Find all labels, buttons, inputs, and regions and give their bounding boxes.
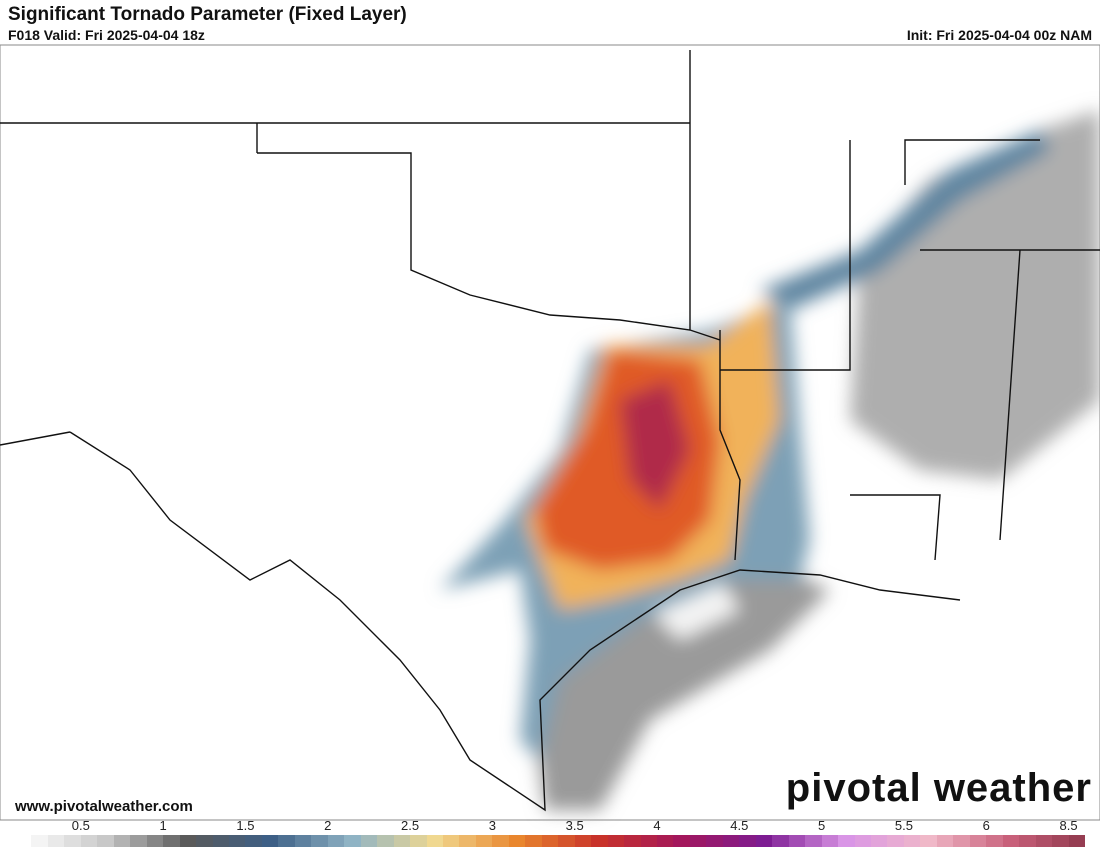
borders: [0, 50, 1100, 812]
colorbar-swatch: [1035, 835, 1053, 847]
colorbar-label: 1: [159, 818, 167, 833]
colorbar-swatch: [64, 835, 82, 847]
colorbar-swatch: [986, 835, 1004, 847]
colorbar-label: 8.5: [1059, 818, 1078, 833]
colorbar-swatch: [1052, 835, 1070, 847]
colorbar-swatch: [294, 835, 312, 847]
colorbar-swatch: [508, 835, 526, 847]
colorbar-swatch: [344, 835, 362, 847]
colorbar-label: 2: [324, 818, 332, 833]
colorbar-swatch: [1019, 835, 1037, 847]
colorbar-swatch: [722, 835, 740, 847]
colorbar-swatch: [689, 835, 707, 847]
colorbar-swatch: [541, 835, 559, 847]
colorbar-swatch: [755, 835, 773, 847]
colorbar-swatch: [969, 835, 987, 847]
colorbar-swatch: [443, 835, 460, 847]
colorbar-swatch: [838, 835, 856, 847]
colorbar-label: 4.5: [730, 818, 749, 833]
colorbar-swatch: [196, 835, 214, 847]
colorbar-swatch: [377, 835, 395, 847]
colorbar-label: 4: [653, 818, 661, 833]
colorbar-label: 2.5: [401, 818, 420, 833]
colorbar-swatch: [920, 835, 938, 847]
colorbar-swatch: [591, 835, 609, 847]
colorbar-swatch: [278, 835, 296, 847]
brand-logo: pivotal weather: [785, 766, 1092, 810]
colorbar-swatch: [673, 835, 691, 847]
colorbar-swatch: [475, 835, 493, 847]
valid-time: F018 Valid: Fri 2025-04-04 18z: [8, 27, 205, 43]
colorbar-swatch: [360, 835, 378, 847]
colorbar-label: 3.5: [565, 818, 584, 833]
colorbar-swatch: [805, 835, 823, 847]
colorbar-swatch: [903, 835, 921, 847]
colorbar-swatch: [212, 835, 230, 847]
colorbar-swatch: [311, 835, 329, 847]
colorbar-swatch: [410, 835, 428, 847]
colorbar-swatch: [953, 835, 971, 847]
colorbar-swatch: [229, 835, 246, 847]
colorbar-swatch: [1068, 835, 1086, 847]
colorbar-swatch: [1002, 835, 1020, 847]
colorbar-swatch: [607, 835, 625, 847]
colorbar-swatch: [245, 835, 263, 847]
colorbar-swatch: [640, 835, 658, 847]
website: www.pivotalweather.com: [15, 798, 193, 815]
colorbar-swatch: [31, 835, 49, 847]
colorbar-swatch: [574, 835, 592, 847]
parameter-field: [440, 110, 1100, 810]
colorbar-swatch: [821, 835, 839, 847]
init-time: Init: Fri 2025-04-04 00z NAM: [906, 27, 1092, 43]
colorbar-swatch: [854, 835, 872, 847]
colorbar-swatch: [558, 835, 576, 847]
colorbar-label: 5.5: [894, 818, 913, 833]
colorbar-swatch: [15, 835, 32, 847]
colorbar-swatch: [936, 835, 954, 847]
colorbar-swatch: [393, 835, 411, 847]
colorbar-label: 6: [982, 818, 990, 833]
colorbar-swatch: [887, 835, 905, 847]
colorbar-label: 3: [488, 818, 496, 833]
colorbar-swatch: [657, 835, 674, 847]
colorbar-swatch: [179, 835, 197, 847]
colorbar-label: 1.5: [236, 818, 255, 833]
colorbar-swatch: [80, 835, 98, 847]
colorbar-swatch: [146, 835, 164, 847]
colorbar-swatch: [47, 835, 65, 847]
colorbar-swatch: [426, 835, 444, 847]
title: Significant Tornado Parameter (Fixed Lay…: [8, 4, 407, 25]
colorbar-swatch: [739, 835, 757, 847]
colorbar-swatch: [327, 835, 345, 847]
colorbar-swatch: [706, 835, 724, 847]
colorbar-swatch: [130, 835, 148, 847]
colorbar-label: 5: [817, 818, 826, 833]
colorbar-swatch: [492, 835, 510, 847]
colorbar-swatch: [624, 835, 642, 847]
colorbar-swatch: [261, 835, 279, 847]
colorbar-swatch: [459, 835, 477, 847]
colorbar-label: 0.5: [71, 818, 90, 833]
colorbar-swatch: [113, 835, 131, 847]
colorbar-swatch: [871, 835, 888, 847]
colorbar-swatch: [525, 835, 543, 847]
colorbar-swatch: [772, 835, 790, 847]
colorbar-swatch: [97, 835, 115, 847]
colorbar-swatch: [163, 835, 181, 847]
colorbar-swatch: [788, 835, 806, 847]
